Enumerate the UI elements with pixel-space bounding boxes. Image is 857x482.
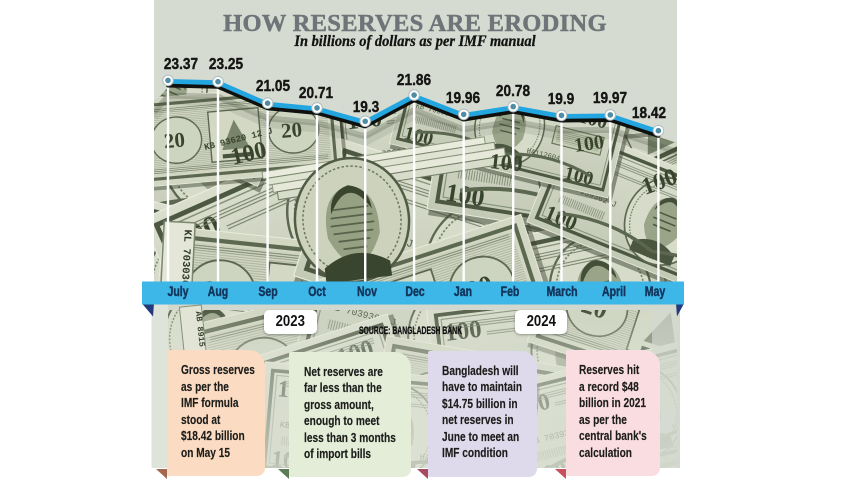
svg-text:100: 100 bbox=[573, 131, 606, 157]
svg-text:100: 100 bbox=[488, 148, 523, 176]
svg-text:AB 8915: AB 8915 bbox=[193, 311, 207, 348]
